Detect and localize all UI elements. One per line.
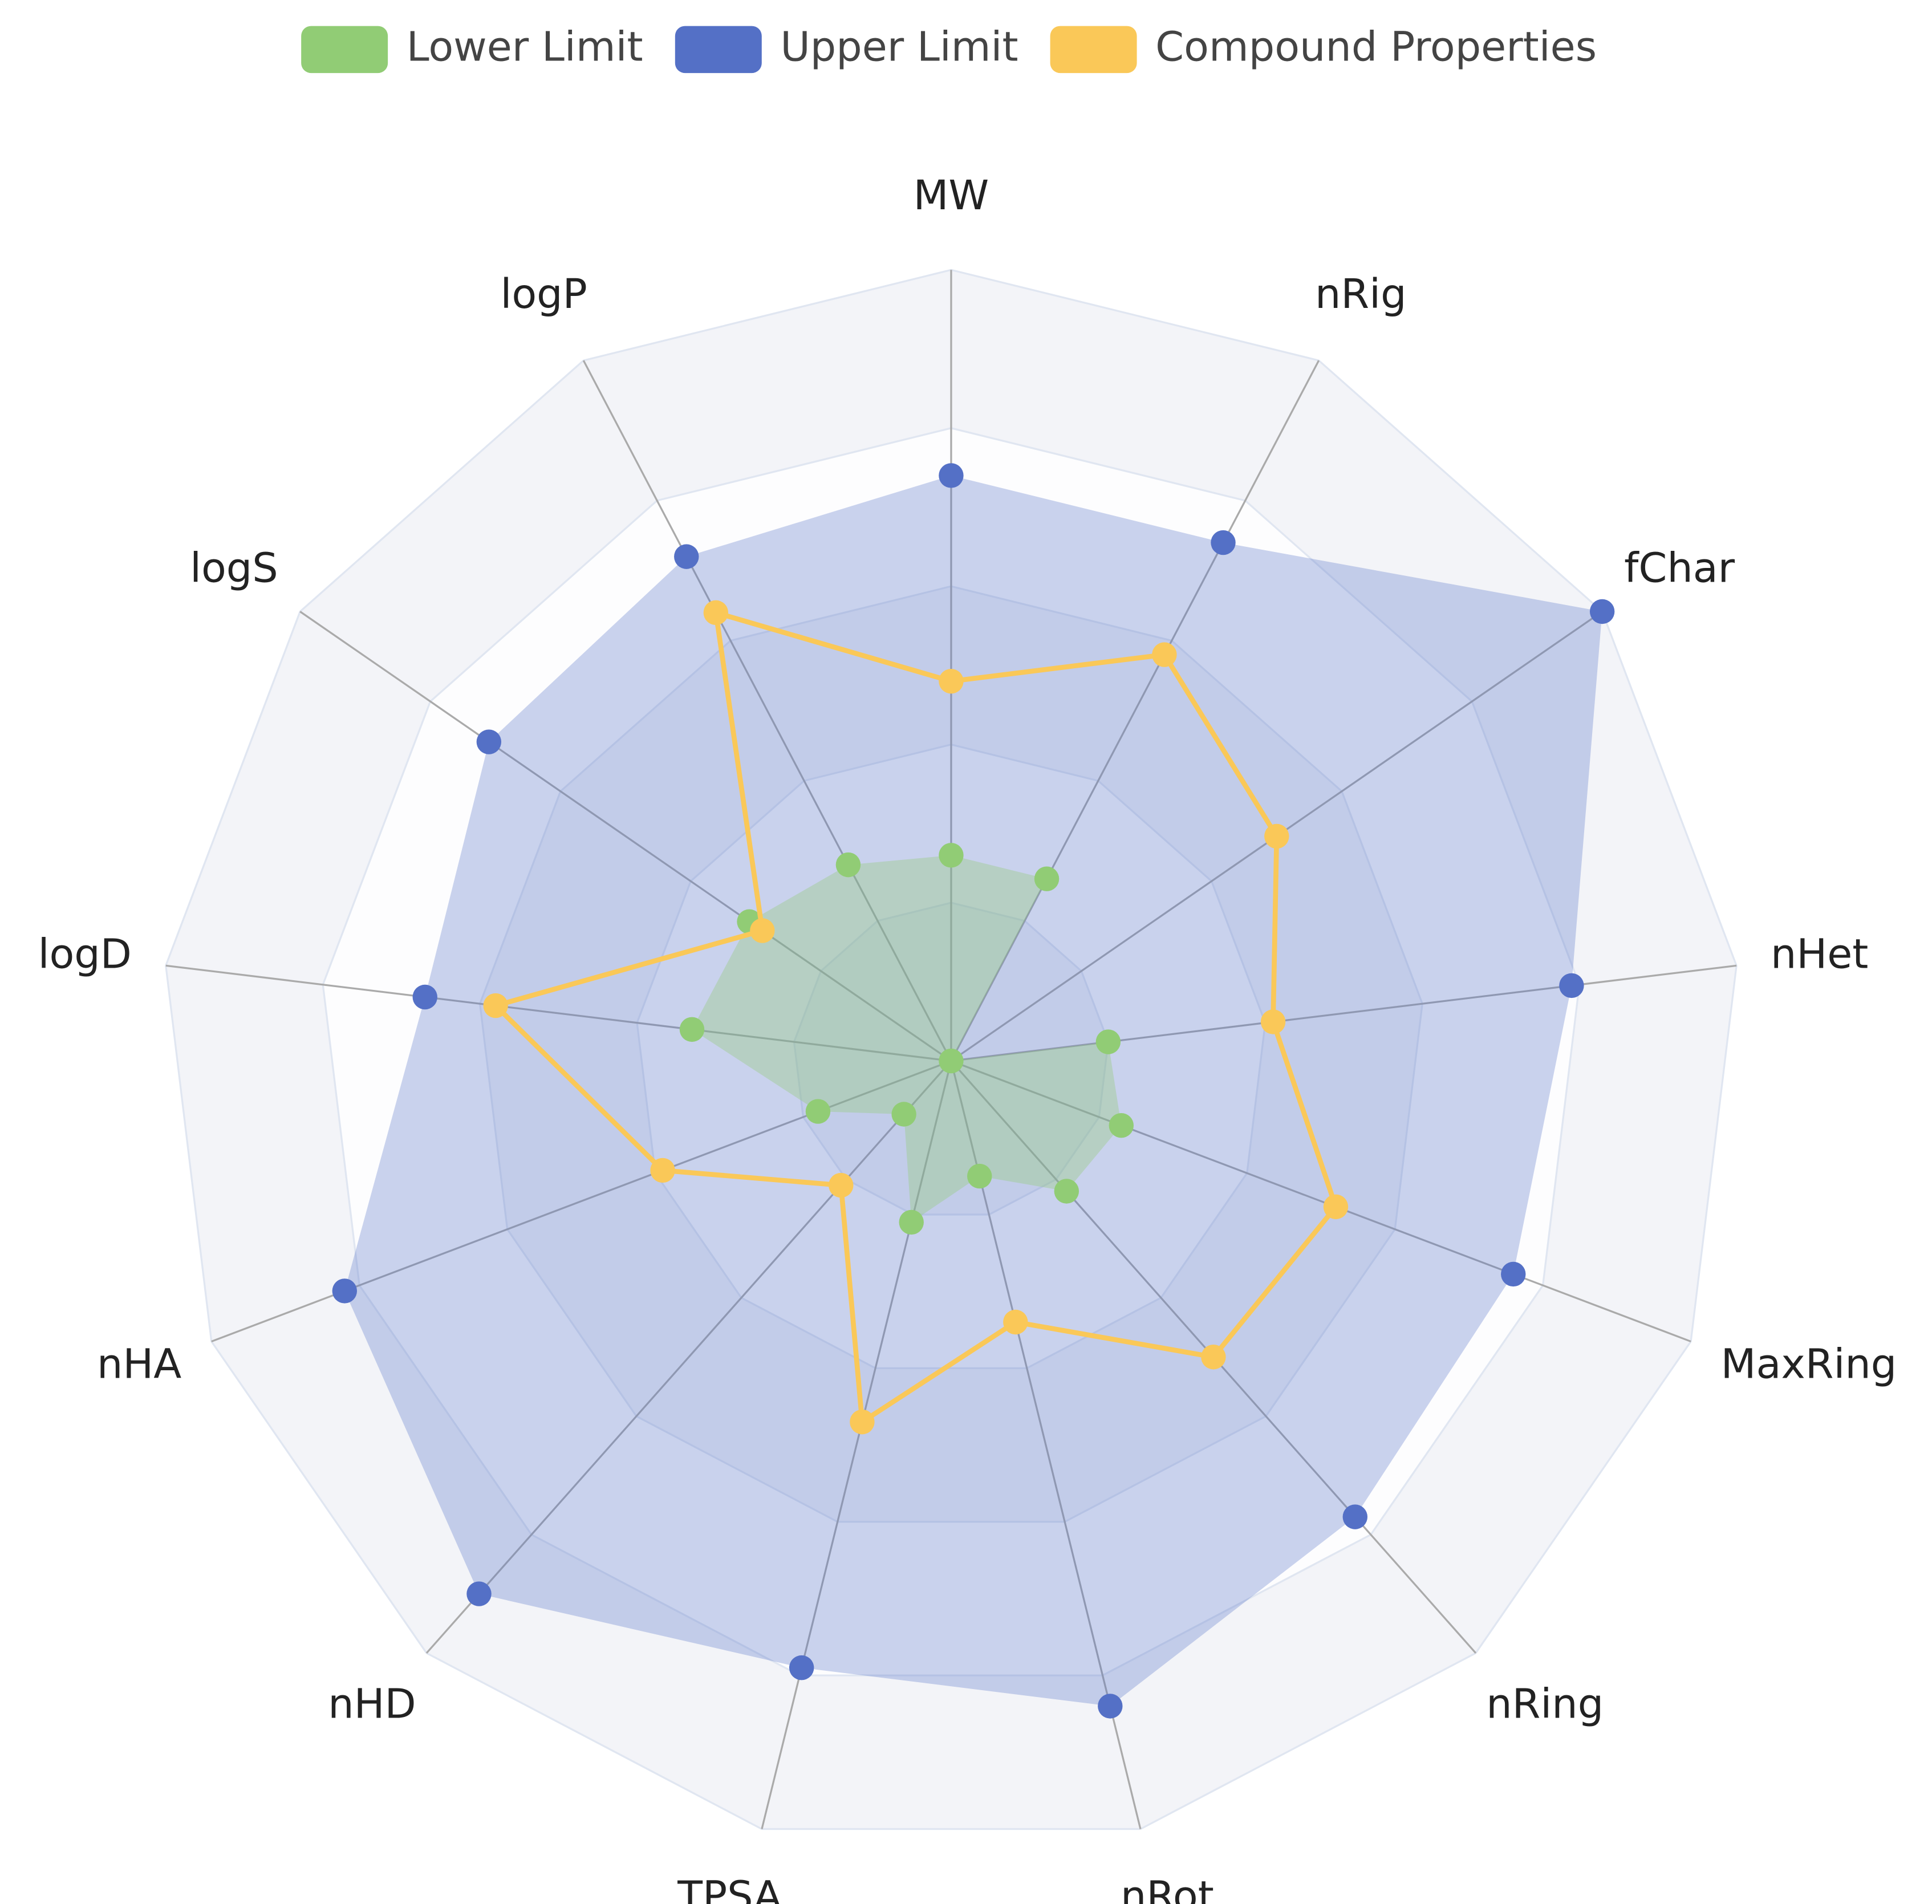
axis-label: fChar xyxy=(1624,544,1735,591)
axis-line xyxy=(582,360,952,1062)
data-point xyxy=(789,1655,814,1680)
axis-label: nRig xyxy=(1315,270,1407,318)
data-point xyxy=(835,852,861,878)
data-point xyxy=(332,1278,358,1304)
data-point xyxy=(899,1209,924,1235)
data-point xyxy=(1589,599,1615,624)
data-point xyxy=(1098,1694,1123,1719)
data-point xyxy=(466,1581,492,1606)
series-area xyxy=(344,475,1602,1706)
data-point xyxy=(1559,973,1584,998)
data-point xyxy=(674,544,699,569)
data-point xyxy=(703,600,729,626)
axis-line xyxy=(950,360,1320,1062)
axis-label: nHA xyxy=(97,1341,181,1388)
data-point xyxy=(939,843,964,868)
axis-line xyxy=(299,611,952,1062)
data-point xyxy=(1211,530,1236,555)
legend-swatch xyxy=(1050,26,1137,74)
data-point xyxy=(1152,642,1177,667)
data-point xyxy=(891,1102,916,1127)
data-point xyxy=(1109,1113,1134,1138)
data-point xyxy=(412,984,437,1010)
legend-label: Lower Limit xyxy=(407,23,643,70)
axis-label: nHet xyxy=(1771,931,1868,978)
data-point xyxy=(1260,1009,1286,1034)
axis-label: nHD xyxy=(328,1680,416,1728)
legend-swatch xyxy=(675,26,762,74)
data-point xyxy=(476,729,502,754)
axis-label: nRot xyxy=(1121,1872,1214,1904)
data-point xyxy=(1054,1179,1079,1204)
legend-label: Compound Properties xyxy=(1155,23,1597,70)
data-point xyxy=(750,918,775,943)
data-point xyxy=(939,668,964,694)
data-point xyxy=(650,1158,675,1183)
data-point xyxy=(805,1099,831,1124)
axis-label: logS xyxy=(190,544,278,591)
series-area xyxy=(493,610,1338,1424)
data-point xyxy=(1501,1261,1526,1287)
axis-line xyxy=(951,1060,1691,1343)
series-area xyxy=(692,855,1122,1223)
data-point xyxy=(1264,823,1289,849)
axis-label: logD xyxy=(38,931,132,978)
data-point xyxy=(1034,866,1060,891)
data-point xyxy=(1323,1194,1349,1220)
legend: Lower Limit Upper Limit Compound Propertie… xyxy=(301,23,1597,74)
data-point xyxy=(1342,1504,1368,1529)
axis-label: MW xyxy=(914,172,989,219)
axis-line xyxy=(425,1060,952,1654)
data-point xyxy=(1003,1309,1028,1335)
data-point xyxy=(679,1017,705,1042)
axis-label: nRing xyxy=(1486,1680,1604,1728)
axis-line xyxy=(951,964,1737,1062)
data-point xyxy=(829,1172,854,1198)
axis-label: MaxRing xyxy=(1721,1341,1897,1388)
data-point xyxy=(1095,1029,1121,1054)
data-point xyxy=(483,993,508,1018)
legend-label: Upper Limit xyxy=(780,23,1018,70)
legend-swatch xyxy=(301,26,388,74)
data-point xyxy=(939,463,964,488)
axis-line xyxy=(165,964,952,1062)
axis-label: logP xyxy=(500,270,587,318)
data-point xyxy=(967,1163,992,1189)
data-point xyxy=(850,1409,875,1435)
axis-label: TPSA xyxy=(677,1872,782,1904)
data-point xyxy=(1201,1345,1226,1370)
data-point xyxy=(939,1048,964,1074)
axis-line xyxy=(761,1061,952,1829)
